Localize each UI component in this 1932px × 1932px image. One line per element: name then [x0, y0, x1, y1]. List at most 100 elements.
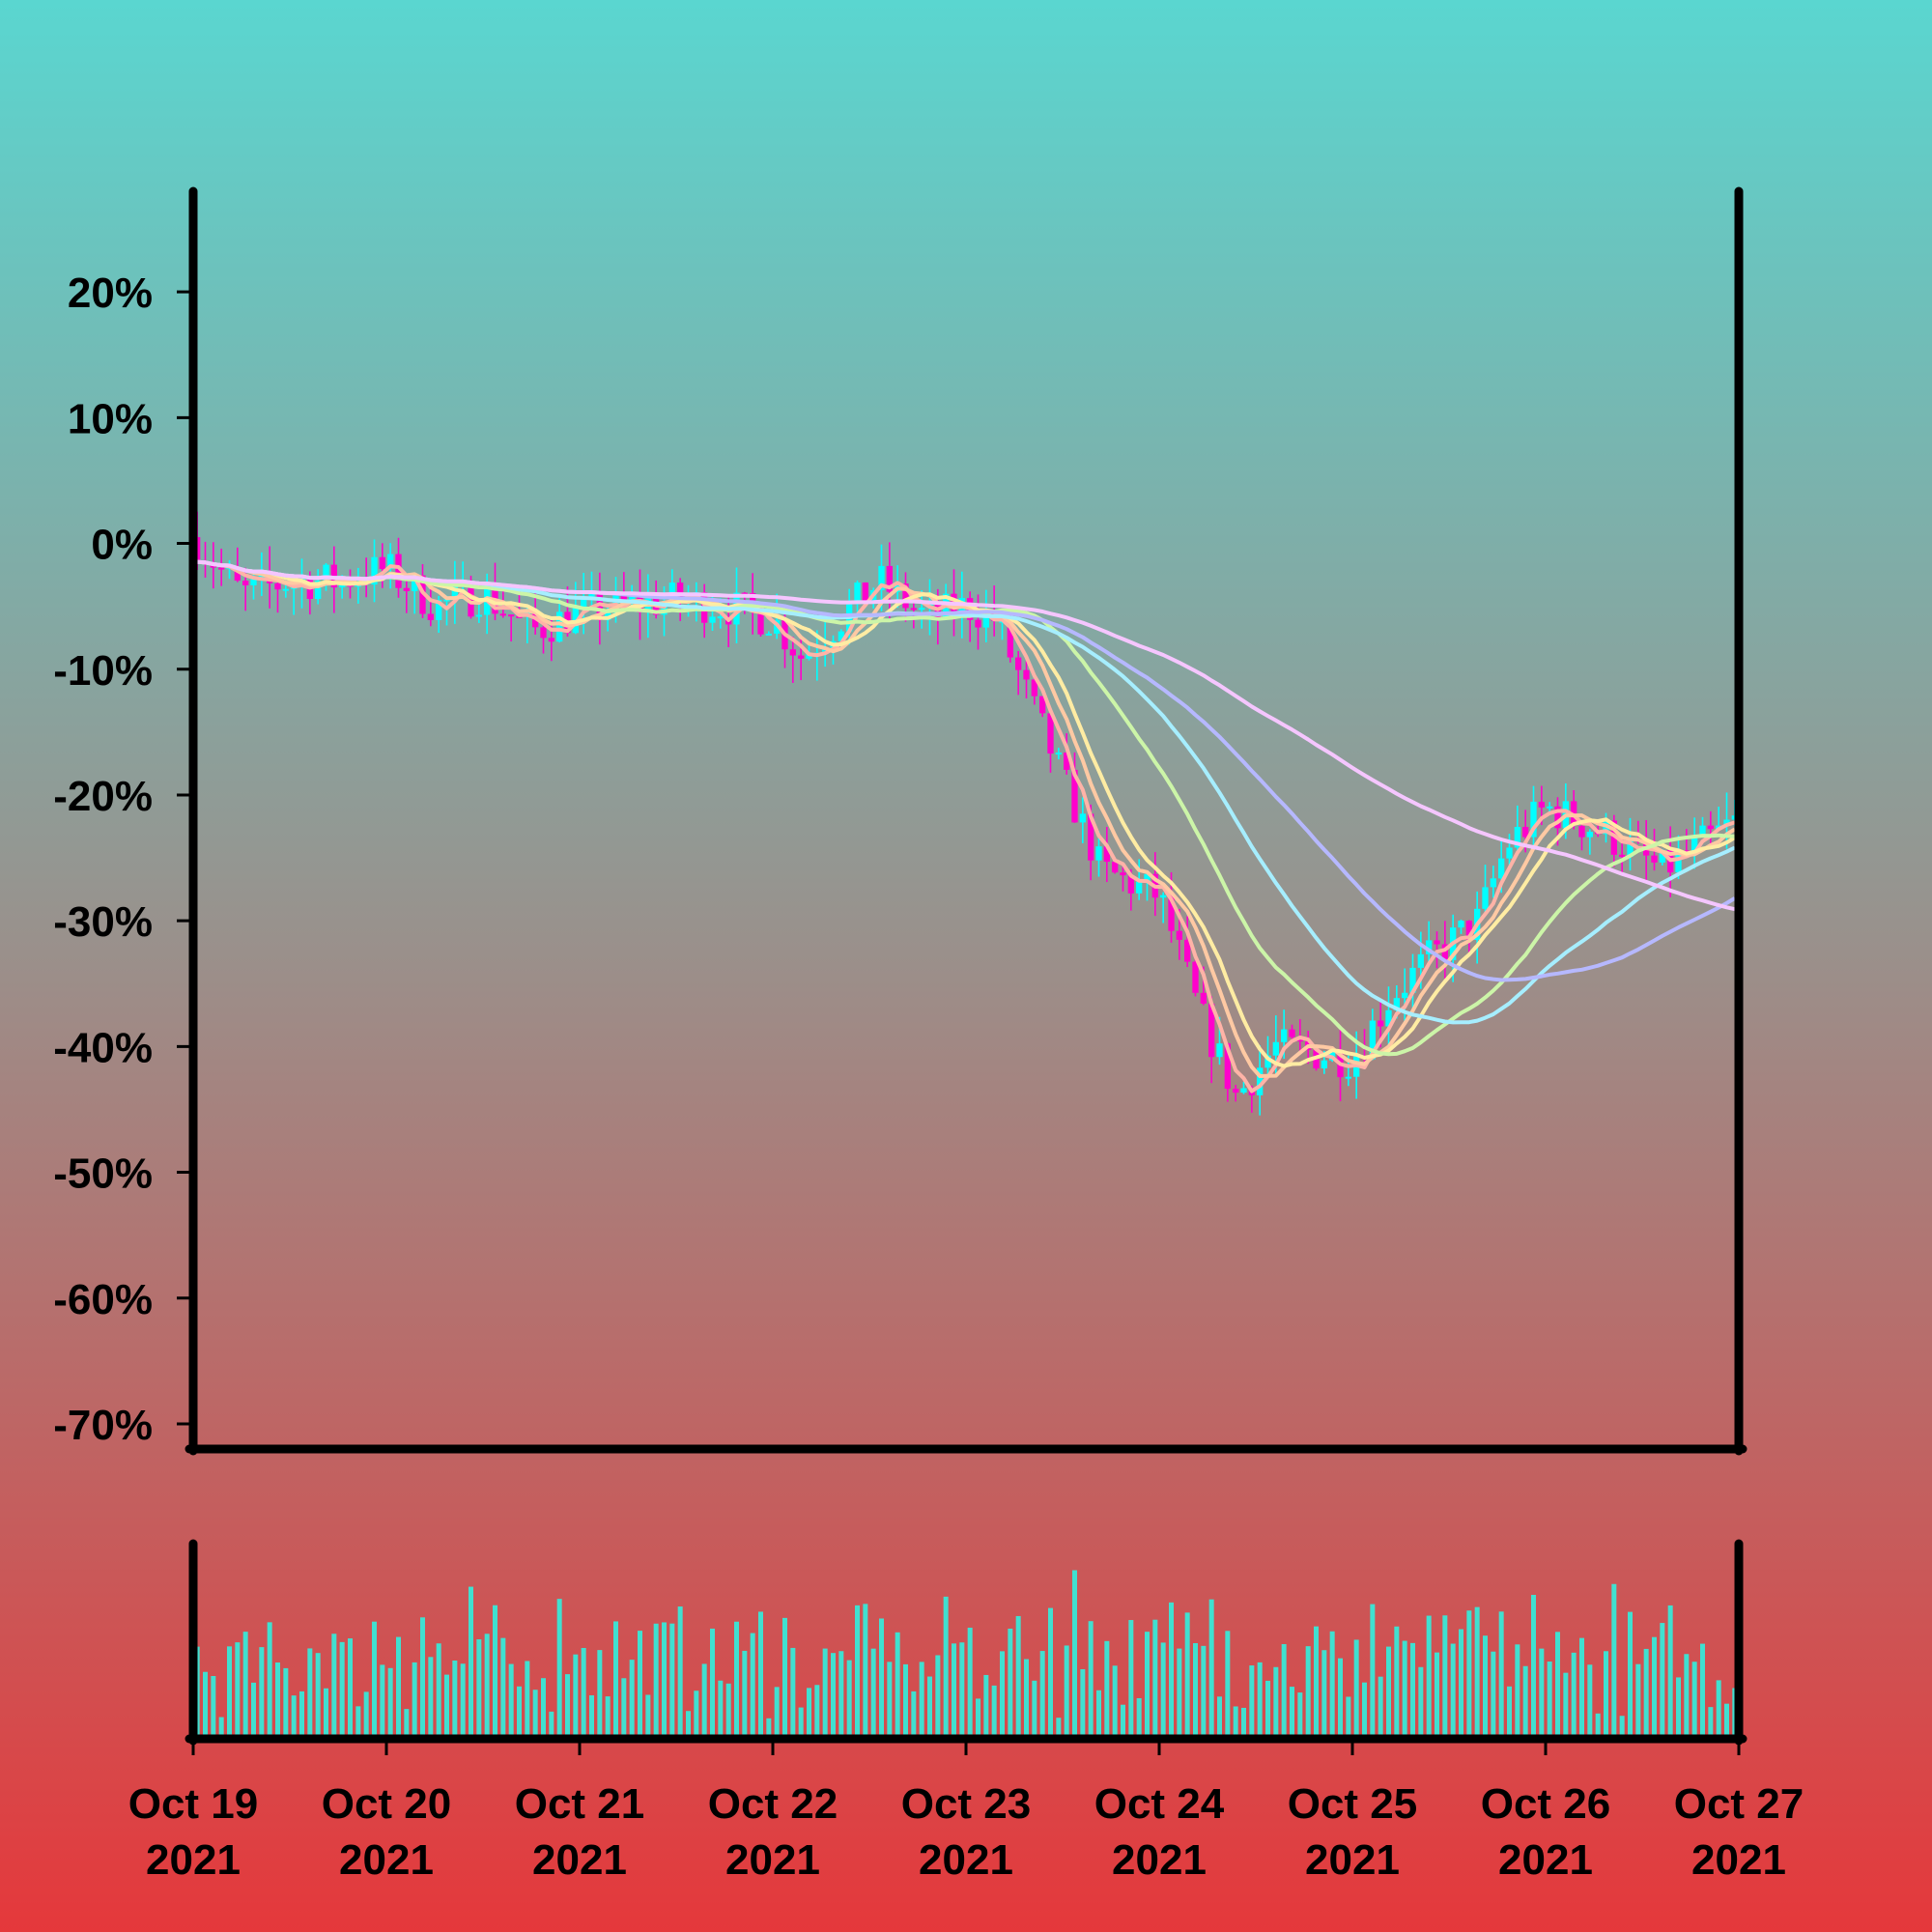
- candle-body: [315, 581, 322, 600]
- x-tick-label: Oct 21: [515, 1780, 645, 1828]
- volume-bar: [299, 1690, 304, 1739]
- volume-bar: [1208, 1599, 1214, 1739]
- candle-body: [1538, 801, 1545, 808]
- volume-bar: [556, 1599, 562, 1739]
- volume-bar: [1724, 1703, 1729, 1739]
- volume-bar: [887, 1662, 893, 1739]
- volume-bar: [1128, 1620, 1134, 1739]
- volume-bar: [959, 1642, 965, 1739]
- candle-body: [218, 567, 225, 570]
- candle-body: [620, 592, 627, 603]
- volume-bar: [452, 1660, 458, 1739]
- x-tick-year-label: 2021: [919, 1836, 1013, 1884]
- volume-bar: [1160, 1642, 1166, 1739]
- volume-bar: [766, 1718, 772, 1739]
- candle-body: [757, 610, 764, 635]
- volume-bar: [1088, 1621, 1094, 1739]
- moving-average-lines: [197, 559, 1736, 1094]
- x-tick-label: Oct 20: [322, 1780, 452, 1828]
- candle-body: [1281, 1029, 1288, 1042]
- candle-body: [902, 583, 909, 609]
- volume-bar: [1353, 1639, 1359, 1739]
- candle-body: [1112, 862, 1119, 873]
- volume-bar: [275, 1662, 280, 1739]
- candle-body: [1007, 620, 1013, 658]
- candle-body: [1498, 858, 1505, 879]
- volume-bar: [589, 1694, 594, 1739]
- candle-body: [1184, 939, 1191, 962]
- candle-body: [1120, 872, 1126, 876]
- volume-bar: [638, 1631, 642, 1739]
- candle-body: [323, 564, 329, 582]
- moving-average-line: [197, 559, 1736, 1078]
- candle-body: [1482, 887, 1489, 909]
- volume-bar: [1716, 1680, 1721, 1739]
- candle-body: [1547, 806, 1553, 809]
- volume-bar: [629, 1660, 635, 1739]
- volume-bar: [203, 1671, 208, 1739]
- volume-bar: [469, 1586, 473, 1739]
- x-tick-label: Oct 27: [1674, 1780, 1804, 1828]
- candle-body: [1691, 836, 1698, 853]
- y-tick-label: -60%: [53, 1276, 153, 1323]
- volume-bar: [1691, 1662, 1697, 1739]
- volume-bar: [283, 1667, 289, 1739]
- volume-bar: [1459, 1629, 1463, 1739]
- volume-bar: [621, 1678, 627, 1739]
- volume-bar: [1249, 1665, 1255, 1739]
- volume-bar: [1579, 1637, 1584, 1739]
- y-tick-label: -70%: [53, 1402, 153, 1449]
- volume-bar: [1193, 1642, 1198, 1739]
- candle-body: [1426, 940, 1433, 954]
- y-tick-label: -10%: [53, 647, 153, 695]
- candle-body: [499, 613, 506, 616]
- candle-body: [508, 614, 515, 617]
- volume-bar: [581, 1647, 586, 1739]
- candle-body: [1417, 953, 1424, 968]
- candle-body: [436, 600, 442, 620]
- y-tick-label: 10%: [68, 395, 153, 442]
- x-axis: Oct 19 2021 Oct 20 2021 Oct 21 2021 Oct 22 2021…: [128, 1739, 1804, 1884]
- volume-bar: [1402, 1640, 1407, 1739]
- x-tick-label: Oct 19: [128, 1780, 259, 1828]
- volume-bar: [1015, 1615, 1021, 1739]
- candle-body: [443, 599, 450, 602]
- candle-body: [1168, 895, 1175, 931]
- candle-body: [1233, 1089, 1239, 1094]
- volume-bar: [1611, 1583, 1617, 1739]
- volume-bar: [1096, 1690, 1101, 1739]
- volume-bar: [838, 1651, 844, 1739]
- candle-body: [540, 627, 547, 639]
- candle-body: [282, 588, 289, 591]
- volume-bar: [1177, 1648, 1182, 1739]
- candle-body: [1586, 832, 1593, 838]
- candle-body: [1578, 825, 1585, 838]
- volume-bar: [1491, 1651, 1496, 1739]
- volume-bar: [1386, 1646, 1391, 1739]
- candle-body: [1409, 967, 1416, 993]
- volume-bar: [1104, 1640, 1110, 1739]
- volume-bar: [573, 1654, 579, 1739]
- volume-bar: [750, 1633, 755, 1739]
- volume-bar: [1378, 1676, 1383, 1739]
- x-tick-year-label: 2021: [1498, 1836, 1593, 1884]
- x-tick-label: Oct 24: [1094, 1780, 1225, 1828]
- volume-bar: [1515, 1644, 1520, 1739]
- volume-bar: [1660, 1623, 1665, 1739]
- price-panel: 20% 10% 0% -10% -20% -30% -40% -50% -60% -70%: [53, 186, 1747, 1456]
- volume-bar: [1217, 1696, 1222, 1739]
- candle-body: [1015, 657, 1022, 670]
- volume-bar: [822, 1648, 828, 1739]
- candle-body: [838, 631, 844, 641]
- candle-body: [242, 581, 249, 585]
- candle-body: [1369, 1020, 1376, 1060]
- candle-body: [395, 554, 402, 588]
- candle-body: [572, 606, 579, 634]
- volume-bar: [211, 1675, 216, 1739]
- candle-body: [1088, 813, 1094, 861]
- volume-bar: [983, 1674, 989, 1739]
- volume-bar: [1555, 1632, 1560, 1739]
- candle-body: [1136, 881, 1143, 894]
- volume-bar: [500, 1637, 506, 1739]
- volume-bar: [645, 1694, 651, 1739]
